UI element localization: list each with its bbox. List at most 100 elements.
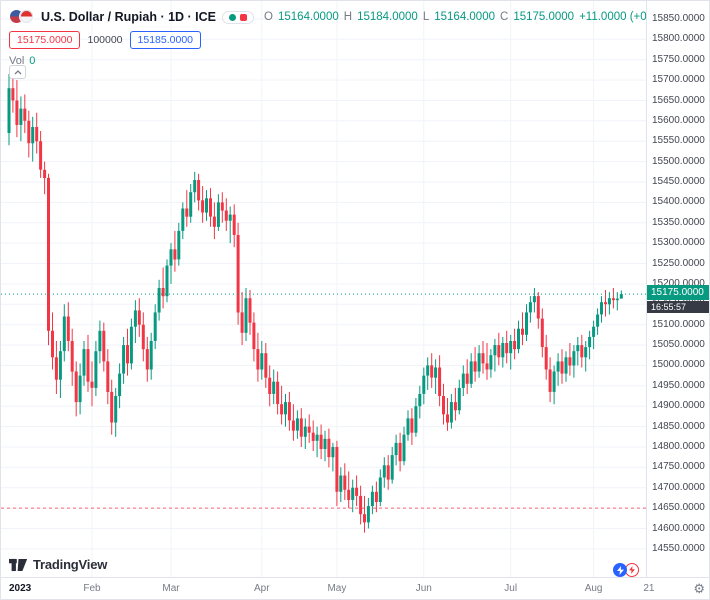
price-axis-label: 15350.0000	[652, 216, 705, 228]
tradingview-logo-text: TradingView	[33, 557, 108, 572]
candle	[339, 467, 343, 502]
price-axis-label: 15400.0000	[652, 196, 705, 208]
candle	[343, 463, 347, 500]
candle	[335, 440, 339, 507]
price-axis-label: 14800.0000	[652, 441, 705, 452]
candle	[268, 365, 272, 407]
candle	[493, 338, 497, 372]
candle	[548, 357, 552, 403]
candle	[592, 320, 596, 350]
candle	[426, 357, 430, 390]
price-axis-label: 14900.0000	[652, 400, 705, 412]
candle	[23, 94, 27, 134]
candle	[205, 190, 208, 221]
price-axis-label: 14600.0000	[652, 522, 705, 534]
candle	[86, 334, 90, 392]
last-price-label[interactable]: 15175.0000	[647, 285, 709, 301]
time-axis-label: 21	[643, 583, 655, 594]
candle	[540, 308, 544, 358]
quick-trade-lightning-button[interactable]	[613, 563, 627, 577]
quick-trade-alt-button[interactable]	[625, 563, 639, 577]
gear-icon[interactable]: ⚙	[693, 581, 705, 596]
price-axis-label: 14950.0000	[652, 379, 705, 391]
candle	[295, 410, 299, 439]
candle	[355, 475, 359, 507]
time-axis[interactable]: 2023 Feb Mar Apr May Jun Jul Aug 21 ⚙	[1, 577, 709, 599]
symbol-title[interactable]: U.S. Dollar / Rupiah · 1D · ICE	[41, 10, 217, 24]
lightning-icon	[616, 565, 624, 575]
price-axis-label: 15200.0000	[652, 277, 705, 289]
candle	[374, 481, 378, 513]
candle	[390, 447, 394, 484]
candle	[323, 430, 327, 462]
trade-widget: 15175.0000 100000 15185.0000	[9, 31, 646, 49]
candle	[94, 341, 98, 396]
candle	[378, 469, 382, 507]
quantity-field[interactable]: 100000	[87, 34, 123, 46]
candle	[307, 414, 311, 443]
legend-collapse-button[interactable]	[9, 65, 26, 79]
time-axis-label: 2023	[9, 583, 32, 594]
price-axis-label: 15100.0000	[652, 318, 705, 330]
candle	[78, 363, 82, 415]
buy-button[interactable]: 15185.0000	[129, 31, 202, 49]
chart-pane[interactable]: U.S. Dollar / Rupiah · 1D · ICE O 15164.0…	[1, 1, 646, 577]
high-value: 15184.0000	[357, 11, 418, 23]
candle	[402, 426, 406, 466]
candle	[173, 230, 177, 272]
candle	[386, 455, 390, 490]
candle	[528, 296, 532, 323]
candle	[446, 398, 449, 431]
candle	[517, 320, 520, 354]
candle	[58, 341, 62, 398]
candle	[54, 341, 58, 394]
candle	[126, 328, 129, 376]
candle	[453, 387, 457, 421]
market-status-pill[interactable]	[222, 10, 255, 24]
candle	[248, 290, 252, 335]
candle	[544, 334, 548, 380]
price-axis-label: 15050.0000	[652, 339, 705, 351]
bar-countdown-label: 16:55:57	[647, 301, 709, 314]
candle	[7, 74, 11, 146]
candle	[414, 398, 418, 437]
price-axis[interactable]: 15850.0000 15800.0000 15750.0000 15700.0000…	[646, 1, 709, 577]
candle	[153, 304, 157, 350]
candle	[505, 330, 509, 364]
close-value: 15175.0000	[513, 11, 575, 23]
tradingview-logo[interactable]: TradingView	[9, 557, 107, 572]
candle	[398, 432, 402, 472]
candle	[70, 328, 74, 386]
candle	[552, 365, 556, 405]
volume-label: Vol	[9, 55, 25, 67]
price-axis-label: 15800.0000	[652, 33, 705, 45]
candle	[406, 410, 410, 441]
candle	[177, 222, 181, 266]
candle	[311, 420, 315, 451]
sell-button[interactable]: 15175.0000	[9, 31, 81, 49]
low-value: 15164.0000	[434, 11, 495, 23]
candle	[359, 485, 363, 525]
candle	[615, 292, 619, 311]
candle	[525, 304, 528, 341]
candle	[370, 485, 374, 515]
idr-flag-icon	[19, 9, 34, 24]
candle	[366, 497, 370, 529]
price-axis-label: 14550.0000	[652, 542, 705, 554]
candle	[209, 188, 212, 227]
candle	[98, 320, 102, 364]
candle	[264, 343, 268, 388]
candle	[536, 292, 540, 329]
candle	[102, 322, 106, 372]
candle	[588, 330, 592, 360]
candle	[303, 418, 307, 449]
candle	[62, 304, 66, 362]
price-axis-label: 14650.0000	[652, 502, 705, 514]
candle	[122, 336, 126, 384]
volume-value: 0	[29, 55, 36, 67]
candle	[442, 383, 445, 425]
candle	[165, 259, 169, 303]
price-axis-label: 15300.0000	[652, 237, 705, 249]
candle	[394, 434, 398, 466]
candle	[564, 351, 568, 382]
